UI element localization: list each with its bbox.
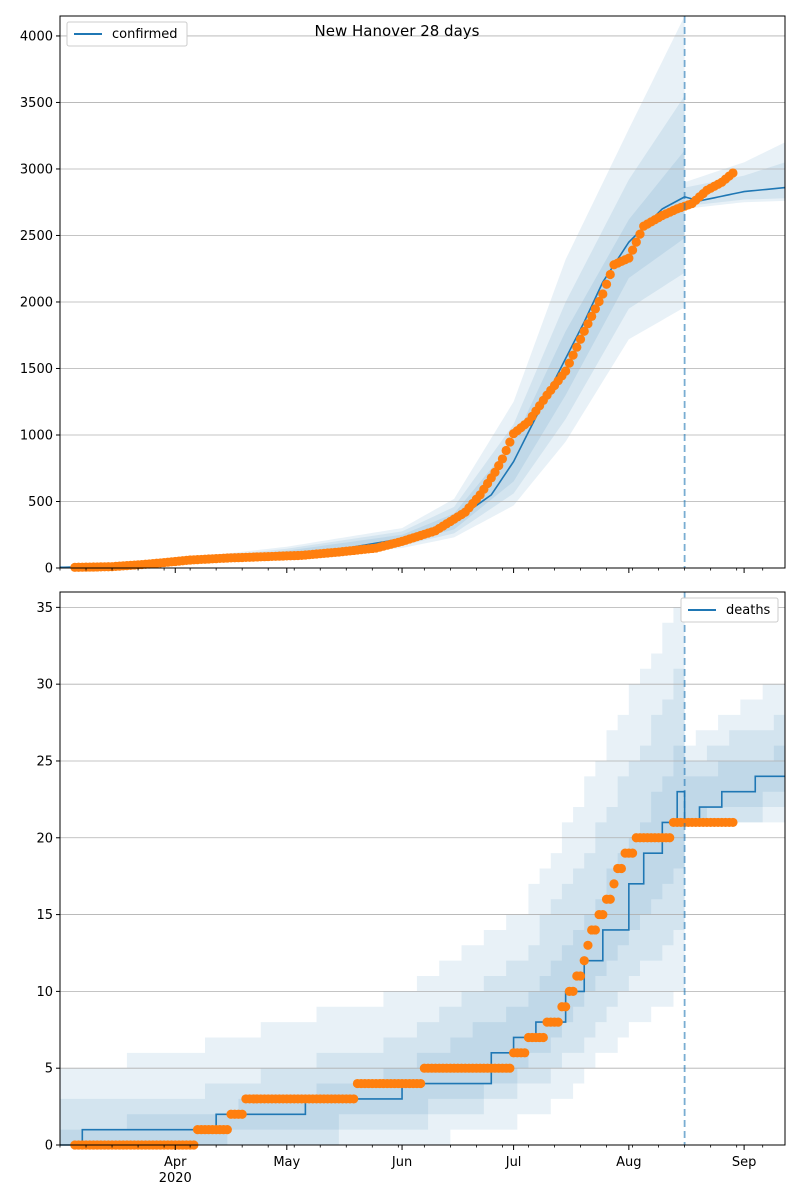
confirmed-gridlines <box>60 35 785 569</box>
legend-label-confirmed: confirmed <box>112 27 178 42</box>
y-tick-label: 4000 <box>20 29 53 44</box>
observed-point <box>590 304 600 314</box>
observed-point <box>501 445 511 456</box>
y-tick-label: 30 <box>36 678 53 693</box>
deaths-legend: deaths <box>680 597 779 623</box>
uncertainty-band <box>684 162 785 207</box>
observed-point <box>561 366 571 376</box>
deaths-panel: 0 5 10 15 20 25 30 35 Apr May Jun Jul Aug Sep 2020 dea… <box>36 591 786 1186</box>
y-tick-label: 35 <box>36 601 53 616</box>
observed-point <box>349 1094 359 1104</box>
y-tick-label: 500 <box>28 495 53 510</box>
y-tick-label: 3000 <box>20 162 53 177</box>
observed-point <box>553 1017 563 1027</box>
observed-point <box>583 940 593 950</box>
observed-point <box>609 879 619 889</box>
observed-point <box>497 454 508 464</box>
y-tick-label: 0 <box>45 562 53 577</box>
deaths-axes: 0 5 10 15 20 25 30 35 Apr May Jun Jul Aug Sep 2020 <box>36 591 786 1186</box>
chart-title: New Hanover 28 days <box>315 22 480 40</box>
observed-point <box>579 326 589 336</box>
confirmed-axes: 0 500 1000 1500 2000 2500 3000 3500 4000 <box>20 15 786 577</box>
legend-box <box>66 21 188 47</box>
observed-point <box>631 237 641 247</box>
observed-point <box>579 956 589 966</box>
uncertainty-band <box>684 714 785 823</box>
observed-point <box>505 437 515 447</box>
observed-point <box>572 342 582 352</box>
x-tick-label: Jul <box>505 1155 522 1170</box>
uncertainty-band <box>684 745 785 823</box>
observed-point <box>587 311 597 321</box>
observed-point <box>575 334 586 344</box>
y-tick-label: 2500 <box>20 229 53 244</box>
y-tick-label: 2000 <box>20 295 53 310</box>
y-tick-label: 20 <box>36 831 53 846</box>
observed-point <box>416 1078 426 1089</box>
confirmed-panel: 0 500 1000 1500 2000 2500 3000 3500 4000 New Han… <box>20 15 786 577</box>
y-tick-label: 0 <box>45 1139 53 1154</box>
observed-point <box>505 1063 515 1073</box>
observed-point <box>627 848 638 858</box>
uncertainty-band <box>60 16 685 568</box>
observed-point <box>561 1002 571 1012</box>
observed-point <box>237 1109 247 1119</box>
observed-point <box>605 269 615 280</box>
uncertainty-band <box>60 150 685 568</box>
observed-point <box>575 971 586 981</box>
axes-frame <box>59 591 786 1146</box>
observed-point <box>598 289 608 299</box>
observed-point <box>583 319 593 329</box>
y-tick-label: 3500 <box>20 96 53 111</box>
observed-point <box>538 1032 548 1043</box>
observed-point <box>568 986 578 996</box>
legend-box <box>680 597 779 623</box>
confirmed-observed-points <box>70 168 738 572</box>
uncertainty-band <box>684 668 785 823</box>
observed-point <box>520 1048 530 1058</box>
y-tick-label: 25 <box>36 754 53 769</box>
uncertainty-band <box>60 592 685 1145</box>
observed-point <box>728 817 738 828</box>
observed-point <box>601 279 612 289</box>
uncertainty-band <box>60 653 685 1145</box>
observed-point <box>605 894 615 904</box>
y-tick-label: 1000 <box>20 428 53 443</box>
observed-point <box>568 350 578 360</box>
x-tick-label: Jun <box>391 1155 412 1170</box>
observed-point <box>624 253 634 263</box>
y-tick-label: 15 <box>36 908 53 923</box>
observed-point <box>616 863 627 874</box>
observed-point <box>635 229 645 239</box>
y-tick-label: 5 <box>45 1062 53 1077</box>
y-tick-label: 10 <box>36 985 53 1000</box>
axes-frame <box>59 15 786 569</box>
observed-point <box>598 909 608 920</box>
observed-point <box>594 296 604 307</box>
confirmed-legend: confirmed <box>66 21 188 47</box>
x-tick-label: Apr <box>164 1155 187 1170</box>
x-tick-label: Aug <box>616 1155 641 1170</box>
x-tick-label: Sep <box>732 1155 757 1170</box>
x-year-label: 2020 <box>159 1171 192 1186</box>
observed-point <box>728 168 738 178</box>
legend-label-deaths: deaths <box>726 603 771 618</box>
observed-point <box>590 925 600 935</box>
y-tick-label: 1500 <box>20 362 53 377</box>
observed-point <box>564 358 574 368</box>
observed-point <box>222 1125 232 1135</box>
observed-point <box>627 245 638 255</box>
x-tick-label: May <box>273 1155 300 1170</box>
observed-point <box>665 833 675 843</box>
uncertainty-band <box>60 95 685 568</box>
